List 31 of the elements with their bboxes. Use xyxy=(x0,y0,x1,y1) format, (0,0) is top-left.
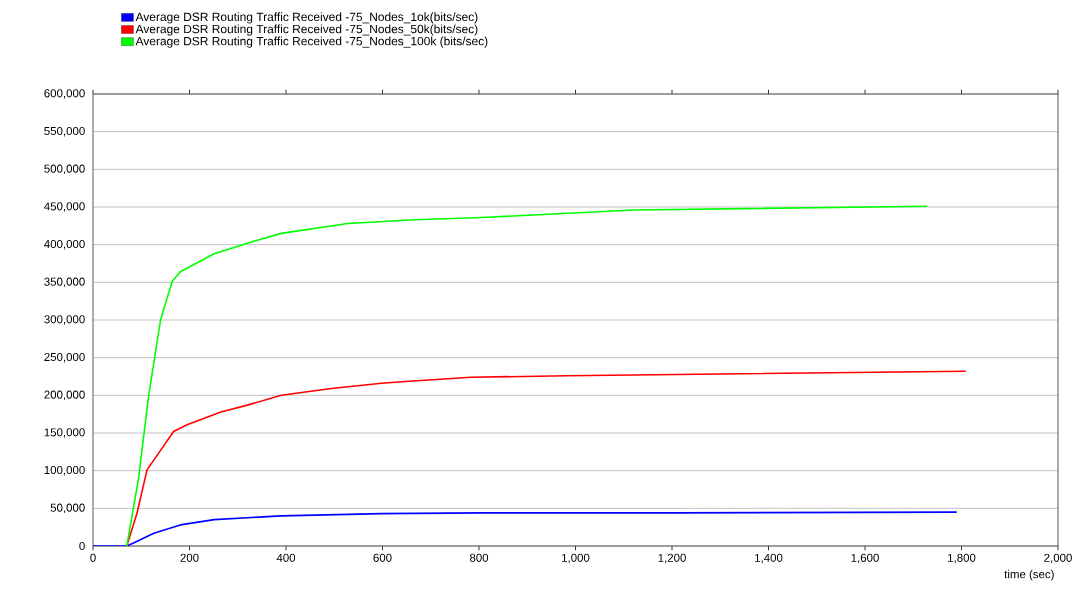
x-tick-label: 1,400 xyxy=(755,553,783,564)
y-tick-label: 400,000 xyxy=(44,239,85,250)
y-tick-label: 550,000 xyxy=(44,126,85,137)
x-tick-label: 400 xyxy=(276,553,296,562)
x-tick-label: 1,200 xyxy=(658,553,686,564)
x-tick-label: 1,600 xyxy=(851,553,879,564)
legend-label: Average DSR Routing Traffic Received -75_Nodes_50k(bits/sec) xyxy=(135,24,478,36)
line-series xyxy=(125,370,967,546)
line-series xyxy=(93,511,958,546)
y-tick-label: 250,000 xyxy=(44,352,85,363)
y-tick-label: 300,000 xyxy=(44,315,85,325)
y-tick-label: 600,000 xyxy=(44,89,85,99)
y-tick-label: 350,000 xyxy=(44,277,85,288)
y-tick-label: 50,000 xyxy=(50,503,85,514)
x-tick-label: 800 xyxy=(469,553,489,562)
x-axis-title: time (sec) xyxy=(1004,569,1054,581)
y-tick-label: 150,000 xyxy=(44,428,85,438)
y-tick-label: 100,000 xyxy=(44,465,85,476)
x-tick-label: 1,800 xyxy=(948,553,976,564)
y-tick-label: 450,000 xyxy=(44,202,85,212)
legend-label: Average DSR Routing Traffic Received -75_Nodes_100k (bits/sec) xyxy=(135,36,488,48)
line-series xyxy=(125,205,929,546)
y-tick-label: 200,000 xyxy=(44,390,85,401)
x-tick-label: 200 xyxy=(180,553,199,562)
y-tick-label: 0 xyxy=(79,541,85,551)
y-tick-label: 500,000 xyxy=(44,164,85,175)
x-tick-label: 2,000 xyxy=(1044,553,1072,564)
x-tick-label: 600 xyxy=(373,553,392,562)
x-tick-label: 1,000 xyxy=(562,553,590,564)
x-tick-label: 0 xyxy=(90,553,96,562)
legend-label: Average DSR Routing Traffic Received -75_Nodes_1ok(bits/sec) xyxy=(135,12,478,24)
